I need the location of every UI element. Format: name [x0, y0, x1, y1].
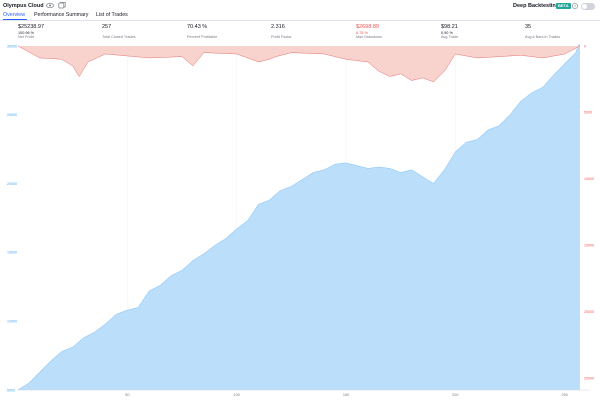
stat-label: Net Profit	[18, 35, 34, 39]
equity-area	[18, 41, 580, 391]
x-tick-label: 150	[343, 393, 349, 397]
x-tick-label: 250	[562, 393, 568, 397]
deep-backtesting-label: Deep Backtesting	[513, 3, 560, 9]
deep-backtesting-toggle[interactable]	[581, 2, 595, 10]
stat-label: Total Closed Trades	[102, 35, 136, 39]
active-tab-indicator	[3, 19, 27, 20]
right-axis-label: 25000	[584, 376, 594, 380]
drawdown-area	[18, 46, 580, 82]
stat-avg-trade: $98.21 0.90 % Avg Trade	[441, 24, 458, 40]
tab-list-of-trades[interactable]: List of Trades	[96, 12, 128, 18]
right-axis-label: 10000	[584, 177, 594, 181]
stat-percent-profitable: 70.43 % Percent Profitable	[187, 24, 217, 40]
settings-icon[interactable]	[58, 2, 66, 9]
top-bar: Olympus Cloud Deep Backtesting BETA ?	[0, 0, 600, 12]
x-tick-label: 100	[234, 393, 240, 397]
beta-badge: BETA	[556, 2, 571, 9]
x-tick-label: 200	[452, 393, 458, 397]
left-axis-label: 25000	[7, 113, 17, 117]
equity-chart-svg: 50 100 150 200 250 30000 25000 20000 15000 10000 5…	[7, 41, 594, 397]
left-axis-label: 5000	[7, 388, 15, 392]
stat-sub: 8.75 %	[356, 30, 368, 35]
stats-row: $25238.97 100.96 % Net Profit 257 Total …	[0, 24, 600, 44]
equity-chart[interactable]: 50 100 150 200 250 30000 25000 20000 15000 10000 5…	[0, 41, 600, 400]
stat-label: Profit Factor	[271, 35, 292, 39]
stat-sub: 0.90 %	[441, 30, 453, 35]
svg-text:?: ?	[574, 3, 577, 8]
help-icon[interactable]: ?	[572, 2, 578, 9]
stat-label: Percent Profitable	[187, 35, 218, 39]
equity-line	[17, 41, 581, 391]
right-axis-label: 20000	[584, 310, 594, 314]
stat-value: $2698.89	[356, 24, 379, 30]
strategy-name: Olympus Cloud	[3, 3, 44, 9]
stat-total-closed-trades: 257 Total Closed Trades	[102, 24, 136, 40]
stat-label: Avg # Bars in Trades	[525, 35, 561, 39]
stat-value: 2.316	[271, 24, 285, 30]
tab-overview[interactable]: Overview	[3, 12, 26, 18]
tab-performance-summary[interactable]: Performance Summary	[34, 12, 89, 18]
right-axis-label: 0	[584, 44, 586, 48]
stat-value: $25238.97	[18, 24, 44, 30]
stat-net-profit: $25238.97 100.96 % Net Profit	[18, 24, 44, 40]
tab-bar: Overview Performance Summary List of Tra…	[0, 11, 600, 21]
right-axis-label: 5000	[584, 111, 592, 115]
stat-avg-bars-in-trades: 35 Avg # Bars in Trades	[525, 24, 560, 40]
stat-profit-factor: 2.316 Profit Factor	[271, 24, 292, 40]
eye-icon[interactable]	[46, 2, 54, 9]
stat-value: 257	[102, 24, 112, 30]
toggle-knob	[582, 3, 587, 9]
stat-label: Avg Trade	[441, 35, 459, 39]
left-axis-label: 15000	[7, 251, 17, 255]
stat-value: $98.21	[441, 24, 458, 30]
left-axis-label: 10000	[7, 320, 17, 324]
drawdown-line	[17, 45, 581, 83]
left-axis-label: 30000	[7, 44, 17, 48]
stat-label: Max Drawdown	[356, 35, 383, 39]
x-tick-label: 50	[125, 393, 129, 397]
stat-max-drawdown: $2698.89 8.75 % Max Drawdown	[356, 24, 382, 40]
stat-value: 35	[525, 24, 532, 30]
right-axis-label: 15000	[584, 244, 594, 248]
left-axis-label: 20000	[7, 182, 17, 186]
stat-value: 70.43 %	[187, 24, 208, 30]
stat-sub: 100.96 %	[18, 30, 35, 35]
